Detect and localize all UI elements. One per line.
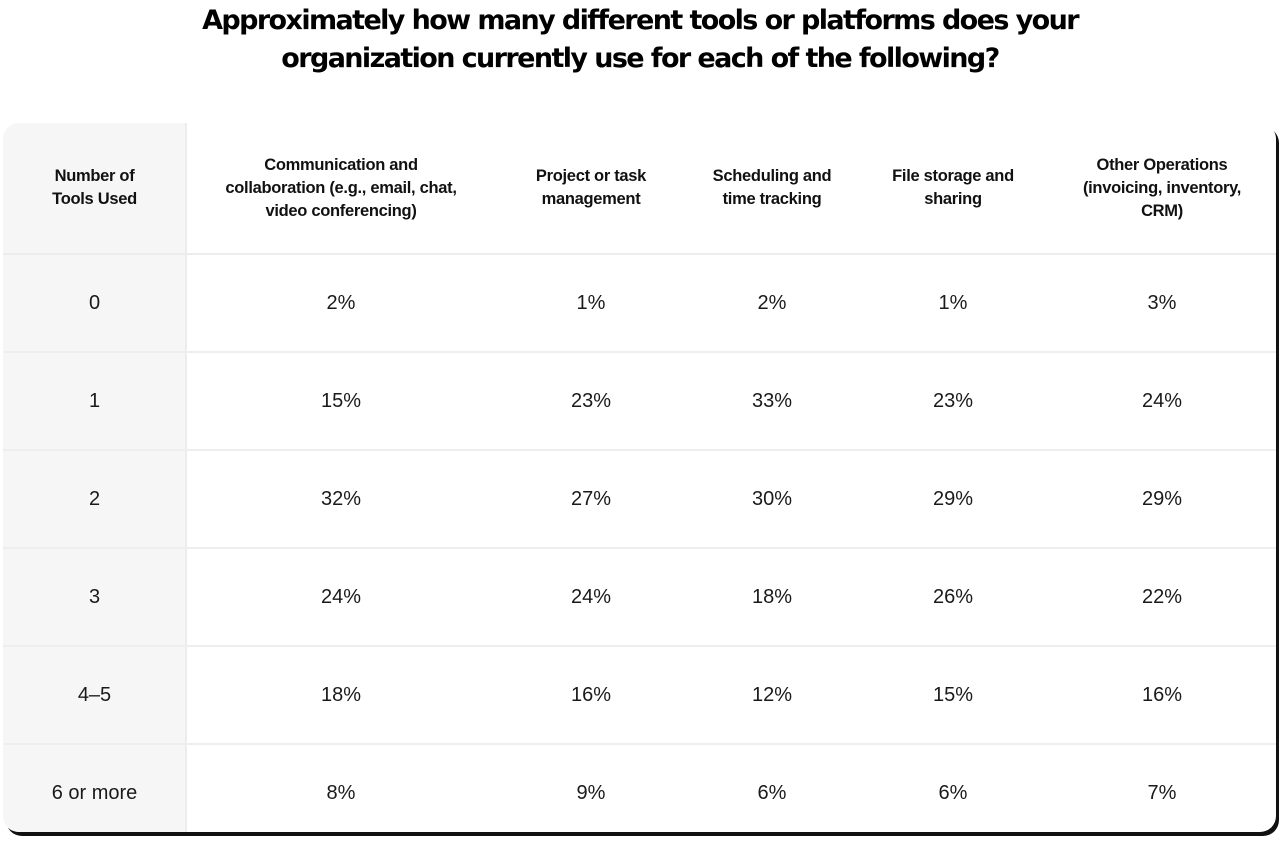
header-line: Other Operations	[1096, 155, 1228, 174]
data-table: Number of Tools Used Communication and c…	[3, 123, 1276, 832]
header-number-of-tools: Number of Tools Used	[3, 123, 186, 254]
table-cell: 26%	[858, 547, 1048, 646]
table-row: 0 2% 1% 2% 1% 3%	[3, 253, 1276, 352]
header-line: management	[541, 190, 641, 208]
table-cell: 24%	[496, 547, 686, 646]
table-cell: 8%	[186, 743, 496, 832]
header-line: Number of	[54, 167, 135, 185]
table-cell: 7%	[1048, 743, 1276, 832]
header-row: Number of Tools Used Communication and c…	[3, 123, 1276, 254]
header-file-storage: File storage and sharing	[858, 123, 1048, 254]
row-label: 4–5	[3, 645, 186, 744]
table-cell: 23%	[496, 351, 686, 450]
header-line: (invoicing, inventory,	[1082, 178, 1242, 197]
row-label: 6 or more	[3, 743, 186, 832]
table-cell: 15%	[186, 351, 496, 450]
table-cell: 18%	[186, 645, 496, 744]
chart-title: Approximately how many different tools o…	[0, 2, 1280, 78]
header-line: Tools Used	[52, 190, 137, 208]
table-cell: 24%	[186, 547, 496, 646]
table-row: 4–5 18% 16% 12% 15% 16%	[3, 645, 1276, 744]
header-line: File storage and	[892, 167, 1014, 185]
table-cell: 22%	[1048, 547, 1276, 646]
table-cell: 16%	[496, 645, 686, 744]
header-line: Communication and	[264, 155, 418, 174]
header-line: sharing	[924, 190, 982, 208]
chart-title-line-2: organization currently use for each of t…	[281, 43, 1000, 74]
table-cell: 24%	[1048, 351, 1276, 450]
table-cell: 9%	[496, 743, 686, 832]
table-cell: 3%	[1048, 253, 1276, 352]
data-table-card: Number of Tools Used Communication and c…	[3, 123, 1276, 832]
table-cell: 33%	[686, 351, 858, 450]
row-label: 3	[3, 547, 186, 646]
table-cell: 18%	[686, 547, 858, 646]
table-cell: 29%	[858, 449, 1048, 548]
table-row: 3 24% 24% 18% 26% 22%	[3, 547, 1276, 646]
header-project-management: Project or task management	[496, 123, 686, 254]
table-cell: 30%	[686, 449, 858, 548]
chart-title-line-1: Approximately how many different tools o…	[202, 5, 1079, 36]
table-cell: 1%	[496, 253, 686, 352]
row-label: 2	[3, 449, 186, 548]
table-row: 2 32% 27% 30% 29% 29%	[3, 449, 1276, 548]
table-cell: 27%	[496, 449, 686, 548]
table-cell: 6%	[686, 743, 858, 832]
table-cell: 15%	[858, 645, 1048, 744]
table-cell: 6%	[858, 743, 1048, 832]
table-cell: 16%	[1048, 645, 1276, 744]
row-label: 0	[3, 253, 186, 352]
table-row: 1 15% 23% 33% 23% 24%	[3, 351, 1276, 450]
table-cell: 23%	[858, 351, 1048, 450]
header-line: video conferencing)	[265, 201, 417, 220]
table-cell: 1%	[858, 253, 1048, 352]
table-cell: 2%	[686, 253, 858, 352]
header-line: Scheduling and	[712, 167, 832, 185]
table-cell: 32%	[186, 449, 496, 548]
row-label: 1	[3, 351, 186, 450]
header-communication: Communication and collaboration (e.g., e…	[186, 123, 496, 254]
table-cell: 29%	[1048, 449, 1276, 548]
header-line: collaboration (e.g., email, chat,	[225, 178, 457, 197]
table-cell: 12%	[686, 645, 858, 744]
header-line: CRM)	[1141, 201, 1183, 220]
header-scheduling: Scheduling and time tracking	[686, 123, 858, 254]
header-line: Project or task	[535, 167, 647, 185]
header-other-operations: Other Operations (invoicing, inventory, …	[1048, 123, 1276, 254]
table-row: 6 or more 8% 9% 6% 6% 7%	[3, 743, 1276, 832]
header-line: time tracking	[722, 190, 822, 208]
table-cell: 2%	[186, 253, 496, 352]
